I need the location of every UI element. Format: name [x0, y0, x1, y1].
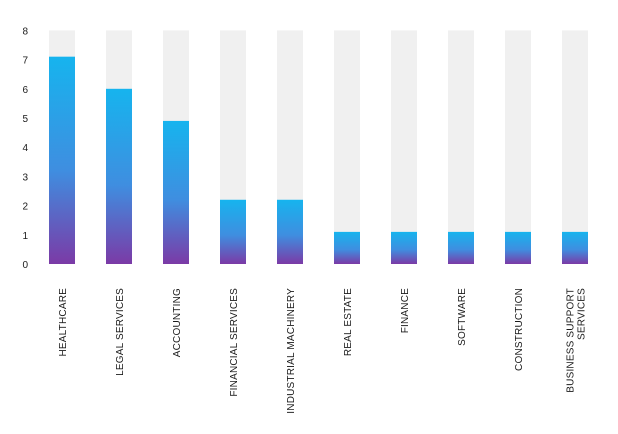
bar	[562, 231, 588, 264]
y-tick-label: 8	[22, 26, 28, 37]
bar	[448, 231, 474, 264]
bar	[49, 56, 75, 265]
y-tick-label: 2	[22, 202, 28, 213]
bar	[334, 231, 360, 264]
x-tick-label: FINANCIAL SERVICES	[229, 288, 240, 397]
x-tick-label: INDUSTRIAL MACHINERY	[286, 288, 297, 414]
x-tick-label: REAL ESTATE	[343, 288, 354, 356]
bar-track	[562, 30, 588, 265]
x-tick-label: SOFTWARE	[457, 288, 468, 346]
bar	[391, 231, 417, 264]
x-tick-label: CONSTRUCTION	[514, 288, 525, 371]
x-axis-ticks: HEALTHCARE LEGAL SERVICES ACCOUNTING FINANC…	[58, 288, 588, 414]
x-tick-label: BUSINESS SUPPORTSERVICES	[566, 288, 588, 393]
y-tick-label: 0	[22, 260, 28, 271]
bar	[505, 231, 531, 264]
y-tick-label: 3	[22, 172, 28, 183]
x-tick-label: FINANCE	[400, 288, 411, 333]
bar-track	[448, 30, 474, 265]
y-tick-label: 7	[22, 56, 28, 67]
bar-track	[391, 30, 417, 265]
x-tick-label: ACCOUNTING	[172, 288, 183, 357]
bar	[163, 120, 189, 264]
bar	[220, 199, 246, 264]
x-tick-label: HEALTHCARE	[58, 288, 69, 357]
y-tick-label: 4	[22, 143, 28, 154]
bar	[277, 199, 303, 264]
y-axis-ticks: 0 1 2 3 4 5 6 7 8	[22, 26, 28, 271]
bar-track	[334, 30, 360, 265]
y-tick-label: 6	[22, 85, 28, 96]
bar-track	[505, 30, 531, 265]
y-tick-label: 5	[22, 114, 28, 125]
x-tick-label: LEGAL SERVICES	[115, 288, 126, 376]
bar	[106, 88, 132, 264]
y-tick-label: 1	[22, 231, 28, 242]
bars	[49, 56, 588, 265]
